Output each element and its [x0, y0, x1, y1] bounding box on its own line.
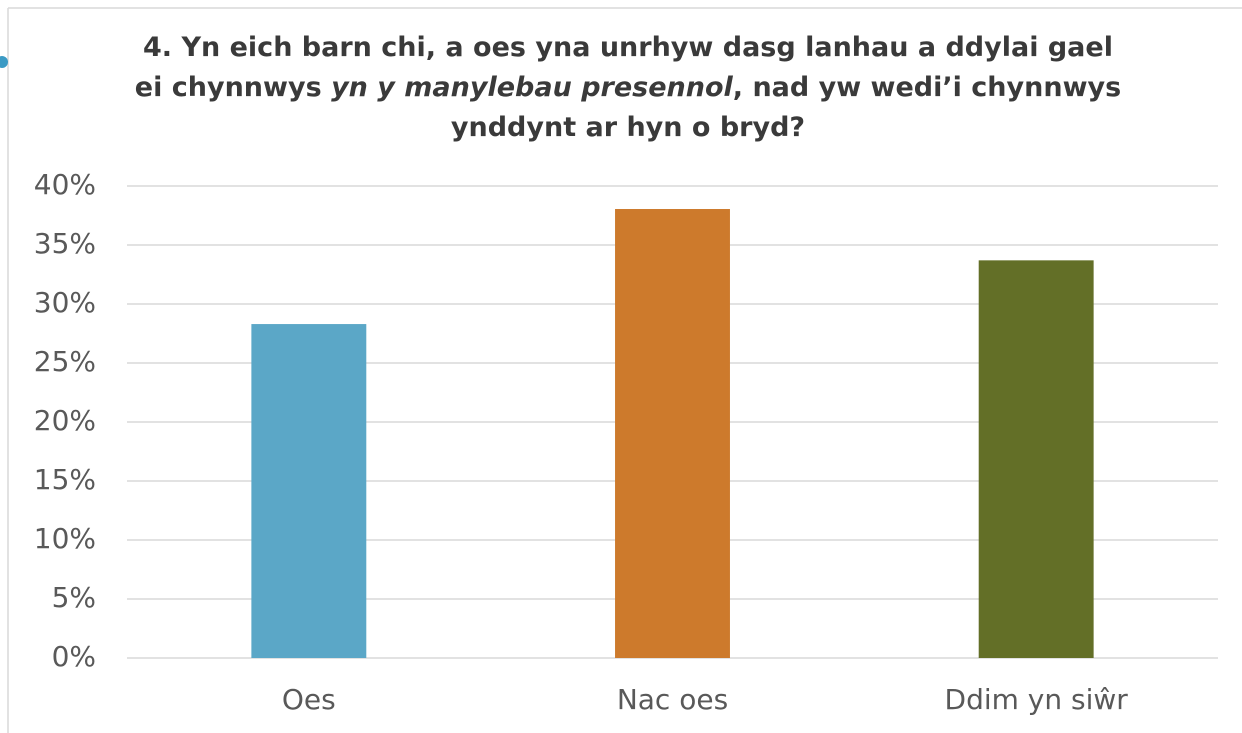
bar	[615, 209, 730, 658]
y-tick-label: 25%	[34, 345, 96, 378]
chart-title: 4. Yn eich barn chi, a oes yna unrhyw da…	[128, 28, 1128, 148]
marker-dot	[0, 56, 8, 68]
x-tick-label: Ddim yn siŵr	[945, 683, 1129, 716]
y-tick-label: 0%	[52, 640, 96, 673]
x-tick-label: Nac oes	[617, 683, 728, 716]
title-part: , nad yw wedi’i chynnwys ynddynt ar hyn …	[450, 72, 1122, 143]
y-tick-label: 15%	[34, 463, 96, 496]
x-tick-label: Oes	[282, 683, 336, 716]
bar	[978, 260, 1094, 658]
y-tick-label: 35%	[34, 227, 96, 260]
title-part-italic: yn y manylebau presennol	[331, 72, 733, 103]
y-tick-label: 30%	[34, 286, 96, 319]
y-tick-label: 20%	[34, 404, 96, 437]
y-tick-label: 10%	[34, 522, 96, 555]
y-tick-label: 5%	[52, 581, 96, 614]
bar	[251, 324, 367, 658]
y-tick-label: 40%	[34, 168, 96, 201]
title-part: 4. Yn eich barn chi, a oes yna unrhyw da…	[134, 32, 1113, 103]
